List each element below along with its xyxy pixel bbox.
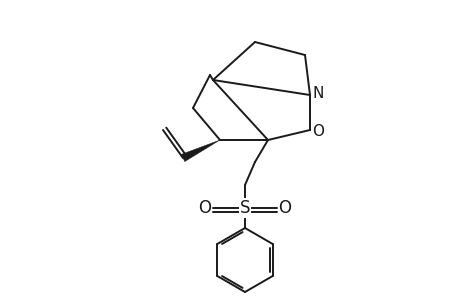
Polygon shape [181,140,219,162]
Text: O: O [278,199,291,217]
Text: S: S [239,199,250,217]
Text: N: N [312,85,323,100]
Text: O: O [311,124,323,140]
Text: O: O [198,199,211,217]
